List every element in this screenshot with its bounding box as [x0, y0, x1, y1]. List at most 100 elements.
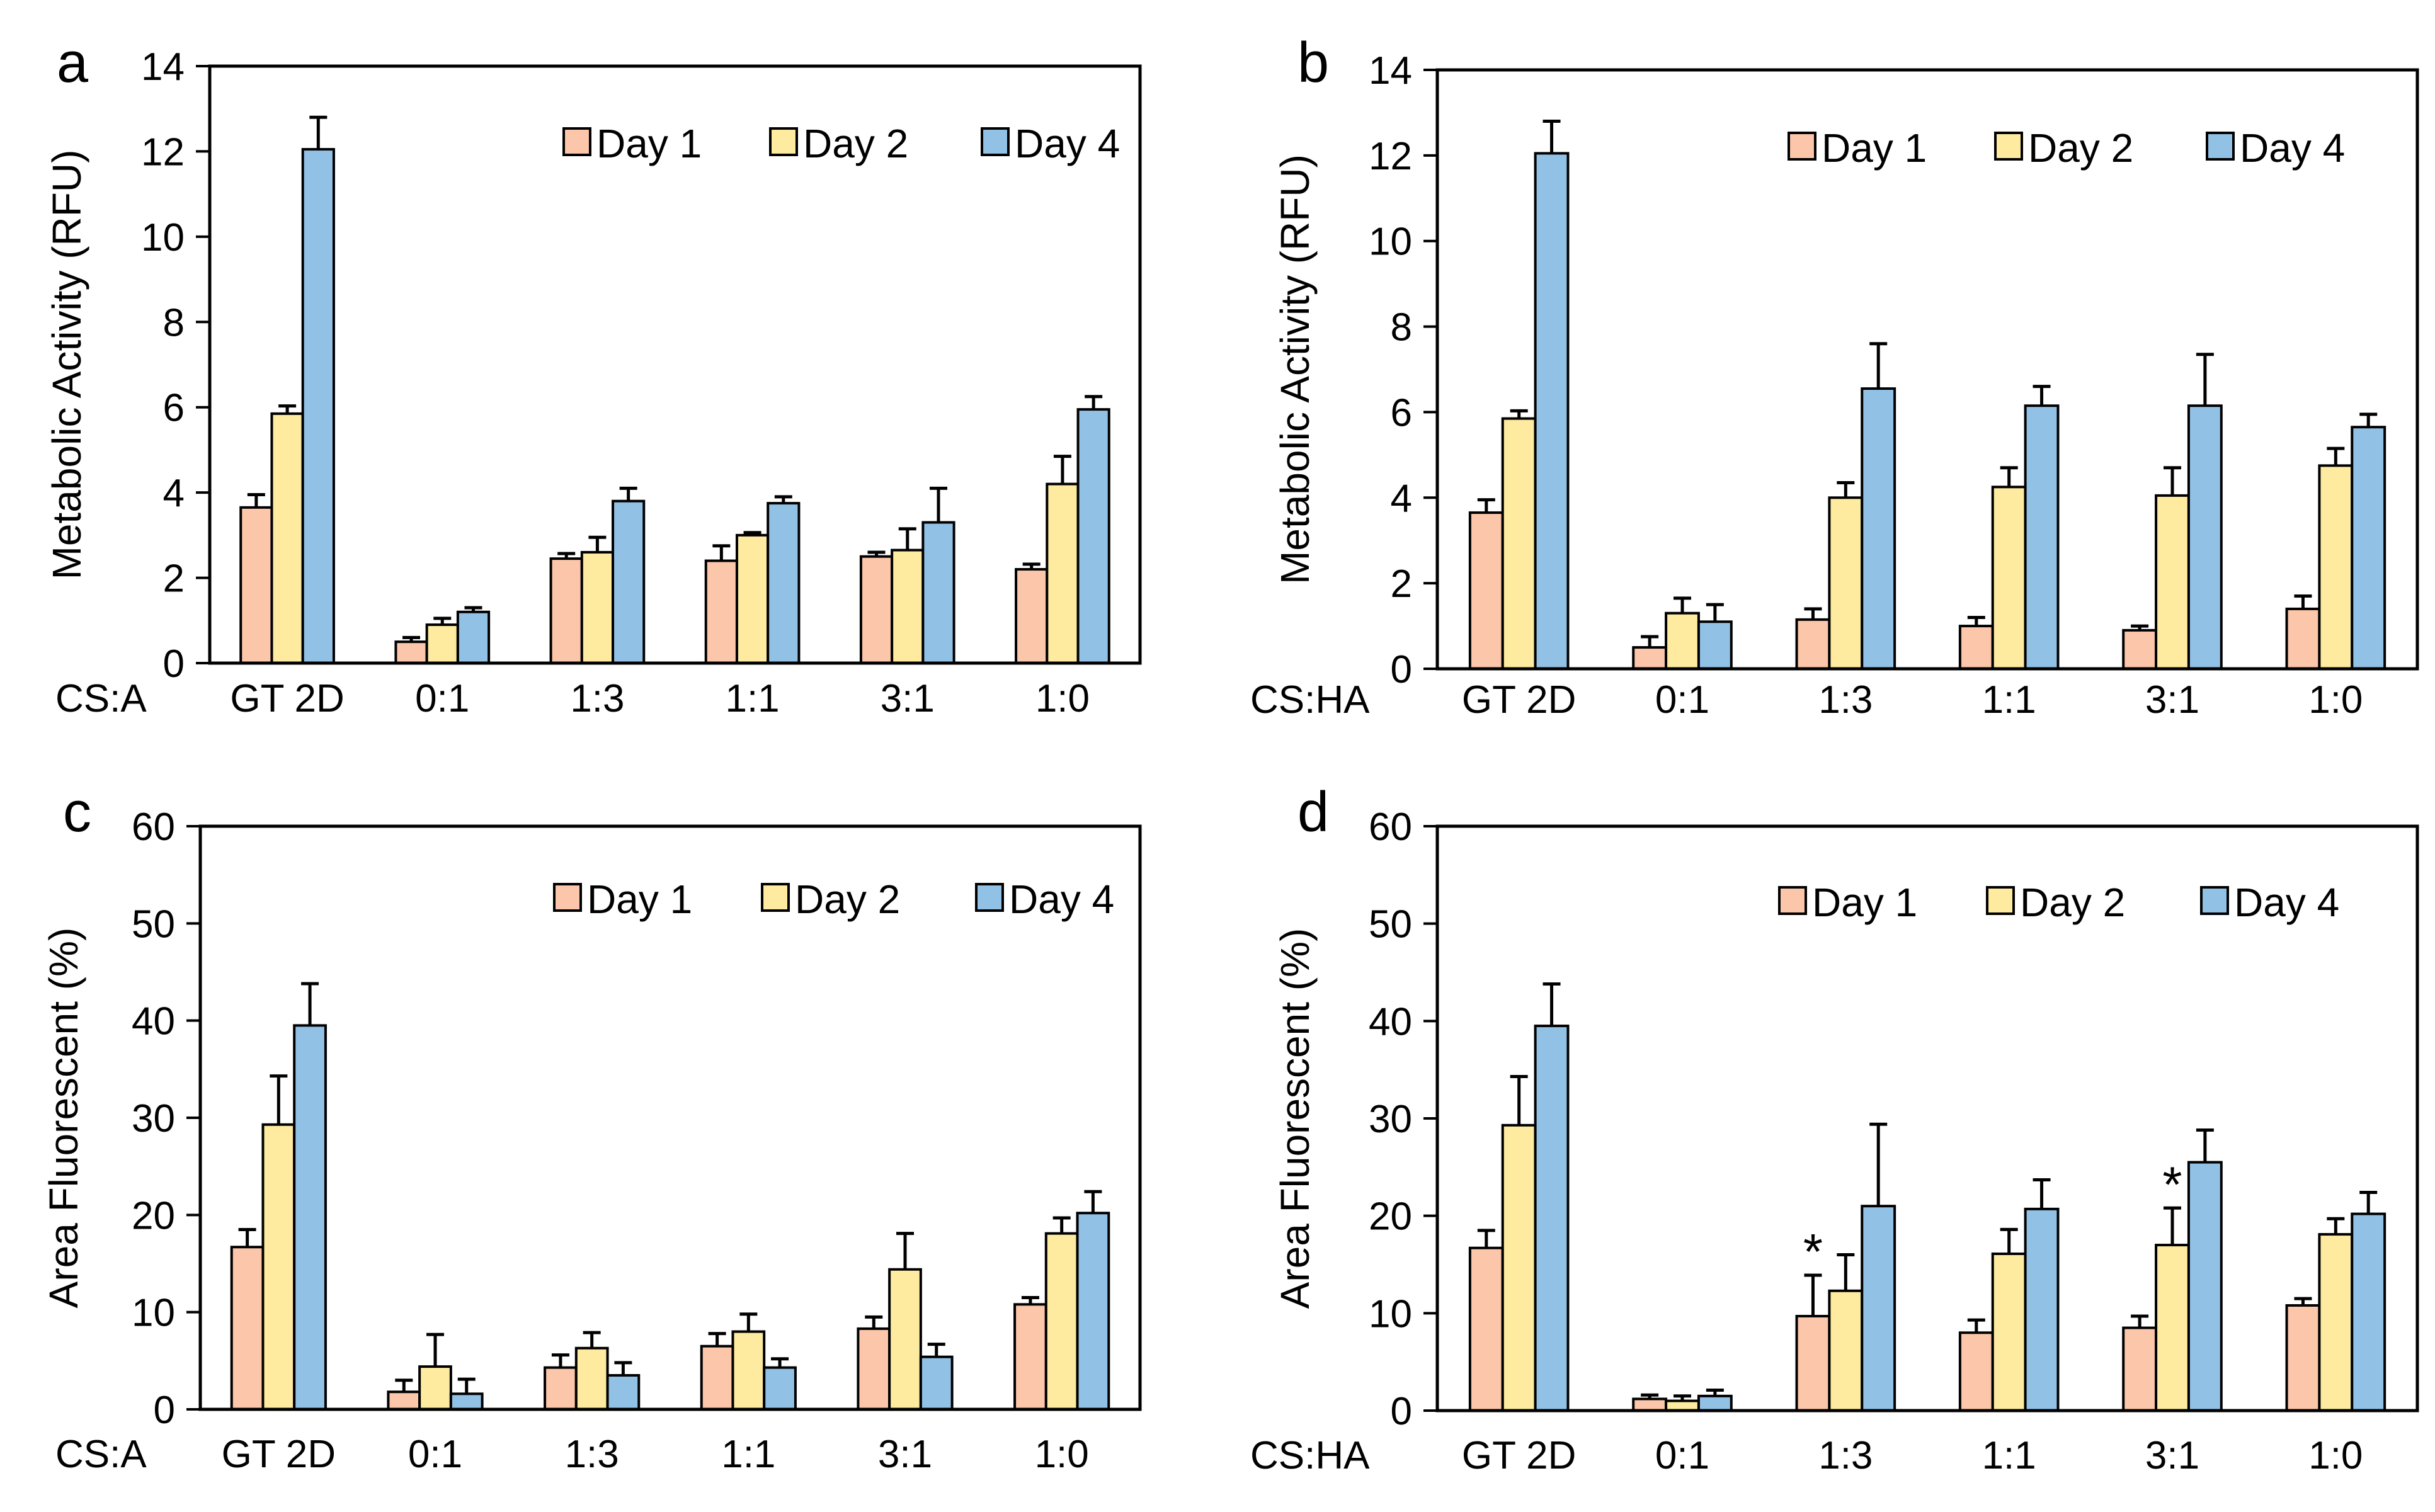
bar-day4-5 [1076, 408, 1110, 664]
bar-day2-1 [1665, 611, 1700, 671]
bar-day1-1 [387, 1390, 421, 1411]
category-label: 1:1 [1982, 678, 2036, 722]
y-tick-label: 2 [1391, 562, 1412, 606]
y-tick-label: 30 [1369, 1098, 1412, 1141]
category-label: 0:1 [408, 1433, 462, 1476]
legend-swatch-day4 [2200, 886, 2229, 915]
y-tick-label: 10 [132, 1292, 175, 1335]
category-label: 1:1 [1982, 1434, 2036, 1477]
bar-day2-4 [2155, 494, 2190, 670]
bar-day1-4 [857, 1327, 891, 1411]
y-tick-label: 14 [1369, 49, 1412, 93]
y-tick-label: 14 [141, 45, 185, 89]
category-label: 1:0 [2308, 1434, 2363, 1477]
bar-day4-3 [763, 1366, 797, 1411]
bar-day1-4 [859, 555, 894, 665]
bar-day2-5 [2318, 1233, 2354, 1412]
bar-day1-1 [1632, 646, 1668, 671]
legend-label: Day 2 [2028, 125, 2133, 171]
y-tick-label: 20 [1369, 1195, 1412, 1239]
y-tick-label: 50 [132, 902, 175, 946]
bar-day4-0 [1534, 152, 1570, 671]
category-label: 1:3 [570, 677, 624, 720]
legend-label: Day 2 [803, 121, 908, 166]
bar-day2-4 [888, 1268, 922, 1411]
bar-day1-1 [394, 640, 428, 665]
bar-day1-3 [704, 559, 738, 664]
chart-panel-d: d 0 10 20 30 40 50 60 Area Fluorescent (%) GT 2D 0… [1250, 781, 2419, 1477]
bar-day1-2 [1795, 618, 1831, 670]
chart-panel-b: b 0 2 4 6 8 10 12 14 Metabolic Activity (RFU) GT 2… [1250, 31, 2419, 722]
y-tick-label: 4 [1391, 477, 1412, 520]
panel-letter: a [57, 31, 89, 94]
group-label: CS:HA [1250, 1434, 1370, 1477]
y-axis-label: Metabolic Activity (RFU) [1272, 154, 1318, 584]
bar-day1-0 [230, 1246, 265, 1411]
y-axis-label: Area Fluorescent (%) [41, 928, 86, 1309]
category-label: GT 2D [222, 1433, 336, 1476]
y-tick-label: 10 [141, 216, 185, 259]
panel-letter: b [1297, 31, 1329, 94]
bar-day2-5 [1044, 1232, 1079, 1411]
y-tick-label: 50 [1369, 903, 1412, 946]
bar-day1-3 [1958, 1331, 1994, 1412]
bar-day1-5 [2285, 607, 2321, 671]
legend-swatch-day1 [553, 883, 582, 912]
legend-swatch-day4 [975, 883, 1004, 912]
bar-day4-1 [456, 610, 491, 664]
bar-day4-4 [2187, 404, 2223, 670]
y-tick-label: 8 [163, 301, 185, 344]
y-axis-label: Metabolic Activity (RFU) [44, 150, 89, 580]
legend-swatch-day1 [1778, 886, 1807, 915]
group-label: CS:A [55, 1433, 147, 1476]
panel-letter: c [63, 781, 91, 844]
bar-day4-5 [2351, 426, 2387, 670]
legend-swatch-day2 [761, 883, 790, 912]
legend-label: Day 1 [596, 121, 702, 166]
y-tick-label: 2 [163, 557, 185, 601]
bar-day4-2 [1861, 1205, 1896, 1412]
significance-asterisk: * [1803, 1224, 1823, 1280]
legend-label: Day 4 [1015, 121, 1120, 166]
legend-swatch-day1 [1788, 132, 1816, 161]
y-tick-label: 0 [1391, 648, 1412, 691]
y-tick-label: 12 [1369, 135, 1412, 178]
bar-day1-5 [1013, 1303, 1047, 1411]
y-tick-label: 6 [1391, 391, 1412, 435]
group-label: CS:HA [1250, 678, 1370, 722]
category-label: 3:1 [878, 1433, 932, 1476]
y-tick-label: 0 [154, 1389, 175, 1432]
category-label: 1:3 [1818, 1434, 1873, 1477]
chart-panel-c: c 0 10 20 30 40 50 60 Area Fluorescent (%) GT 2D 0… [41, 781, 1142, 1476]
bar-day4-1 [449, 1392, 484, 1411]
category-label: 1:1 [721, 1433, 775, 1476]
y-tick-label: 60 [132, 805, 175, 849]
bar-day1-2 [544, 1366, 578, 1411]
y-tick-label: 60 [1369, 805, 1412, 849]
bar-day4-5 [2351, 1212, 2387, 1413]
bar-day1-2 [549, 557, 583, 664]
category-label: 1:0 [1035, 677, 1090, 720]
bar-day1-3 [1958, 625, 1994, 670]
y-tick-label: 10 [1369, 220, 1412, 264]
legend-label: Day 2 [2020, 880, 2125, 925]
y-axis-label: Area Fluorescent (%) [1272, 928, 1318, 1309]
y-tick-label: 0 [1391, 1390, 1412, 1433]
bar-day1-0 [1468, 511, 1504, 671]
category-label: 1:3 [1818, 678, 1873, 722]
legend-swatch-day1 [562, 127, 591, 156]
bar-day4-1 [1697, 1394, 1733, 1413]
bar-day4-2 [612, 499, 646, 665]
bar-day1-2 [1795, 1314, 1831, 1413]
category-label: 1:0 [2308, 678, 2363, 722]
y-tick-label: 10 [1369, 1292, 1412, 1336]
bar-day1-5 [2285, 1304, 2321, 1412]
legend-label: Day 2 [795, 877, 900, 922]
category-label: 0:1 [1655, 1434, 1709, 1477]
y-tick-label: 30 [132, 1097, 175, 1140]
bar-day4-0 [1534, 1025, 1570, 1412]
bar-day4-4 [2187, 1161, 2223, 1412]
legend-label: Day 1 [587, 877, 692, 922]
bar-day2-2 [574, 1346, 609, 1411]
